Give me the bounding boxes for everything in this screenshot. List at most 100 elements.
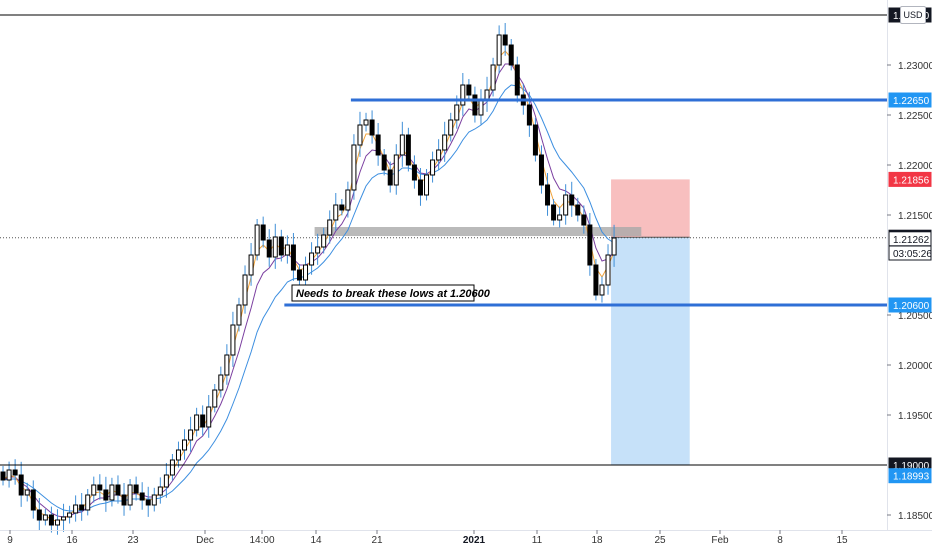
x-tick-label: 2021 [463, 535, 486, 546]
y-tick-label: 1.19500 [898, 411, 932, 422]
price-tag-box [888, 171, 932, 187]
annotation-text[interactable]: Needs to break these lows at 1.20600 [296, 288, 491, 300]
x-tick-label: 21 [371, 535, 383, 546]
candle-body [363, 119, 369, 126]
horizontal-levels[interactable] [0, 14, 887, 466]
x-tick-label: 15 [836, 535, 848, 546]
candle-body [157, 486, 163, 496]
candle-body [478, 99, 484, 116]
candle-body [430, 159, 436, 176]
price-tag-label: 1.21262 [893, 235, 930, 246]
x-tick-label: Feb [711, 535, 729, 546]
x-tick-label: 14 [310, 535, 322, 546]
candle-body [309, 252, 315, 266]
candle-body [357, 124, 363, 146]
candle-body [30, 489, 36, 511]
candle-body [526, 104, 532, 126]
candle-body [563, 194, 569, 216]
annotation[interactable]: Needs to break these lows at 1.20600 [291, 284, 491, 302]
candle-body [333, 204, 339, 221]
candle-body [133, 484, 139, 494]
candle-body [393, 154, 399, 186]
x-tick-label: 14:00 [249, 535, 274, 546]
candle-body [109, 484, 115, 501]
y-tick-label: 1.21500 [898, 211, 932, 222]
candle-body [399, 134, 405, 156]
candle-body [387, 169, 393, 186]
price-tag-box [888, 297, 932, 313]
x-tick-label: 25 [654, 535, 666, 546]
candle-body [303, 264, 309, 281]
candle-body [375, 134, 381, 156]
candle-body [369, 119, 375, 136]
candle-body [424, 174, 430, 196]
candle-body [284, 244, 290, 256]
candle-body [266, 239, 272, 258]
candle-body [321, 234, 327, 248]
candle-body [121, 494, 127, 506]
candle-body [605, 254, 611, 286]
candle-body [472, 94, 478, 116]
candle-body [381, 154, 387, 171]
candle-body [460, 84, 466, 106]
x-tick-label: 18 [591, 535, 603, 546]
candle-body [236, 304, 242, 326]
y-tick-label: 1.20500 [898, 311, 932, 322]
y-tick-label: 1.23000 [898, 61, 932, 72]
candle-body [593, 264, 599, 296]
price-tag-label: 03:05:26 [893, 249, 932, 260]
price-tag-label: 1.20600 [893, 301, 930, 312]
candle-body [278, 236, 284, 256]
candle-body [327, 219, 333, 236]
candle-body [575, 204, 581, 216]
price-tag-label: 1.22650 [893, 96, 930, 107]
time-axis[interactable]: 9 16 23 Dec 14:00 14 21 2021 11 18 25 Feb 8 15 [7, 530, 848, 546]
candle-body [218, 374, 224, 391]
candle-body [139, 492, 145, 501]
candle-body [599, 284, 605, 296]
candle-body [496, 34, 502, 66]
candle-body [345, 189, 351, 211]
x-tick-label: 8 [777, 535, 783, 546]
candle-body [411, 164, 417, 181]
candle-body [79, 504, 85, 511]
candle-body [127, 484, 133, 506]
candle-body [145, 499, 151, 506]
candle-body [36, 509, 42, 521]
price-tag-box [888, 468, 932, 484]
candle-body [194, 414, 200, 431]
candle-body [569, 194, 575, 206]
candle-body [54, 519, 60, 526]
candle-body [85, 494, 91, 511]
candle-body [448, 119, 454, 136]
price-tag-label: 1.18993 [893, 472, 930, 483]
x-tick-label: 16 [66, 535, 78, 546]
y-tick-label: 1.22500 [898, 111, 932, 122]
candle-body [0, 471, 6, 481]
candle-body [188, 429, 194, 441]
trade-zones [0, 179, 887, 465]
candle-body [91, 484, 97, 496]
price-axis[interactable]: 1.23000 1.22500 1.22000 1.21500 1.20500 1.200… [887, 61, 932, 522]
candle-body [151, 494, 157, 506]
candle-body [351, 144, 357, 191]
candle-body [163, 474, 169, 488]
candle-body [339, 204, 345, 211]
candle-body [206, 406, 212, 428]
candle-body [224, 354, 230, 376]
candles [0, 23, 617, 535]
price-tag-box [888, 245, 932, 261]
candle-body [454, 104, 460, 121]
y-tick-label: 1.18500 [898, 511, 932, 522]
candle-body [417, 179, 423, 196]
candle-body [97, 484, 103, 491]
x-tick-label: Dec [196, 535, 214, 546]
candle-body [290, 244, 296, 271]
candle-body [73, 504, 79, 514]
annotation-box[interactable] [291, 284, 475, 302]
candle-body [557, 214, 563, 221]
currency-label[interactable]: USD [900, 6, 926, 24]
candle-body [442, 134, 448, 151]
candle-body [254, 224, 260, 256]
